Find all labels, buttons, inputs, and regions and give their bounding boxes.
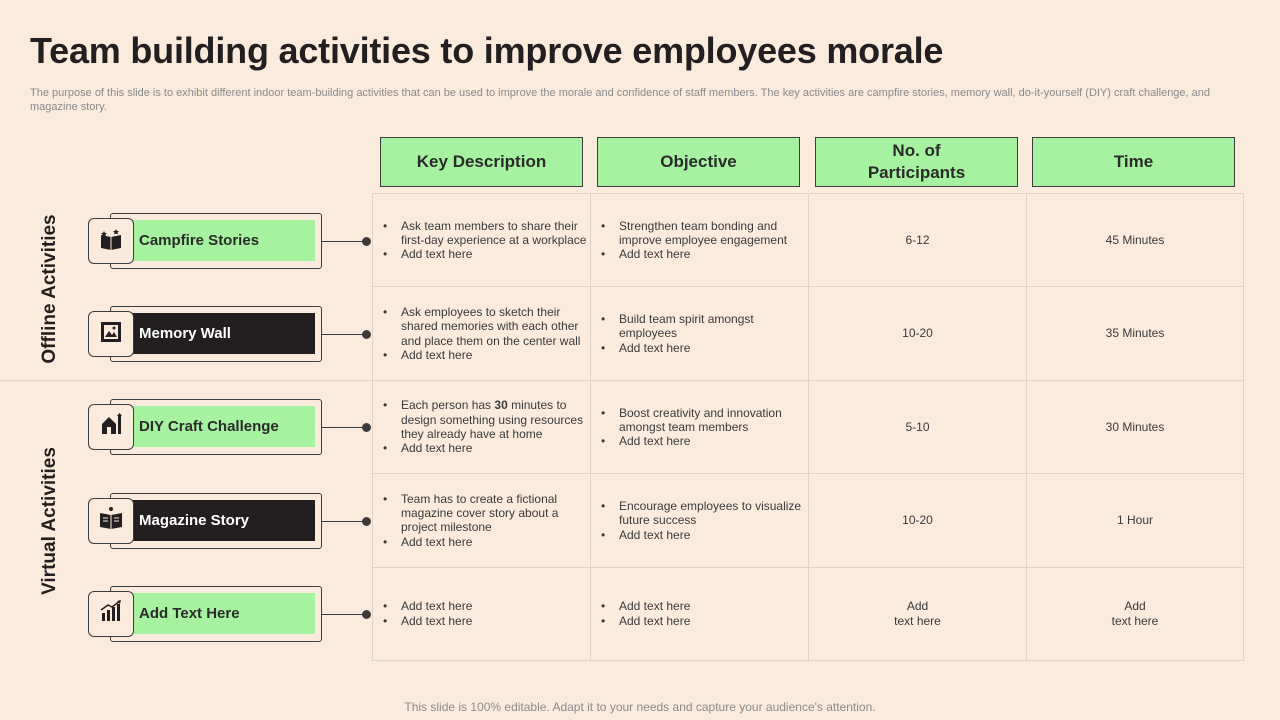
description-item: Add text here xyxy=(383,441,590,456)
description-item: Ask employees to sketch their shared mem… xyxy=(383,305,590,348)
description-cell: Each person has 30 minutes to design som… xyxy=(373,380,591,475)
description-item: Add text here xyxy=(383,535,590,550)
description-list: Ask team members to share their first-da… xyxy=(373,219,590,262)
participants-cell: 5-10 xyxy=(809,380,1027,475)
time-cell: 35 Minutes xyxy=(1027,287,1243,381)
activity-label: Magazine Story xyxy=(88,492,371,549)
objective-list: Strengthen team bonding and improve empl… xyxy=(591,219,808,262)
header-objective: Objective xyxy=(597,137,800,187)
objective-item: Boost creativity and innovation amongst … xyxy=(601,406,808,435)
time-cell: 30 Minutes xyxy=(1027,381,1243,475)
time-cell: 1 Hour xyxy=(1027,474,1243,568)
group-label-offline: Offline Activities xyxy=(39,214,60,364)
activity-name-bar: Add Text Here xyxy=(130,592,315,634)
objective-item: Strengthen team bonding and improve empl… xyxy=(601,219,808,248)
participants-cell: Add text here xyxy=(809,567,1027,661)
description-cell: Team has to create a fictional magazine … xyxy=(373,474,591,568)
activity-icon-box xyxy=(88,590,134,637)
connector-dot xyxy=(362,237,371,246)
activity-name: Magazine Story xyxy=(139,511,250,529)
description-list: Team has to create a fictional magazine … xyxy=(373,492,590,549)
activity-name-bar: Campfire Stories xyxy=(130,220,315,261)
objective-item: Add text here xyxy=(601,599,690,614)
activity-name: Campfire Stories xyxy=(139,232,260,249)
description-item: Each person has 30 minutes to design som… xyxy=(383,398,590,441)
activity-name-bar: Memory Wall xyxy=(130,313,315,355)
objective-cell: Encourage employees to visualize future … xyxy=(591,474,809,568)
activity-label: Add Text Here xyxy=(88,585,371,642)
connector-line xyxy=(322,520,366,522)
open-book-icon xyxy=(98,505,124,536)
objective-list: Boost creativity and innovation amongst … xyxy=(591,406,808,449)
objective-cell: Strengthen team bonding and improve empl… xyxy=(591,194,809,288)
activity-label: DIY Craft Challenge xyxy=(88,399,371,456)
group-label-virtual: Virtual Activities xyxy=(39,447,60,595)
connector-dot xyxy=(362,609,371,619)
book-stars-icon xyxy=(98,226,124,257)
activity-name: Add Text Here xyxy=(139,604,240,622)
description-item: Add text here xyxy=(383,348,590,363)
connector-line xyxy=(322,427,366,429)
participants-cell: 6-12 xyxy=(809,194,1027,288)
objective-item: Add text here xyxy=(601,247,808,262)
activity-icon-box xyxy=(88,311,134,358)
growth-chart-icon xyxy=(98,598,124,629)
connector-line xyxy=(322,241,366,242)
header-key-description: Key Description xyxy=(380,137,583,187)
description-cell: Ask employees to sketch their shared mem… xyxy=(373,287,591,381)
activity-name: DIY Craft Challenge xyxy=(139,418,279,436)
description-cell: Ask team members to share their first-da… xyxy=(373,194,591,288)
picture-frame-icon xyxy=(98,319,124,350)
connector-dot xyxy=(362,330,371,340)
craft-tools-icon xyxy=(98,412,124,443)
objective-item: Encourage employees to visualize future … xyxy=(601,499,808,528)
objective-list: Encourage employees to visualize future … xyxy=(591,499,808,542)
connector-line xyxy=(322,613,366,615)
description-list: Each person has 30 minutes to design som… xyxy=(373,398,590,455)
connector-line xyxy=(322,334,366,336)
objective-item: Add text here xyxy=(601,341,808,356)
page-subtitle: The purpose of this slide is to exhibit … xyxy=(30,87,1211,113)
activity-label: Memory Wall xyxy=(88,306,371,363)
activity-name-bar: Magazine Story xyxy=(130,499,315,541)
description-item: Team has to create a fictional magazine … xyxy=(383,492,590,535)
participants-cell: 10-20 xyxy=(809,287,1027,381)
page-title: Team building activities to improve empl… xyxy=(30,30,944,71)
header-participants: No. of Participants xyxy=(815,137,1018,187)
footer-note: This slide is 100% editable. Adapt it to… xyxy=(404,700,876,714)
description-item: Add text here xyxy=(383,247,590,262)
activity-icon-box xyxy=(88,218,134,264)
objective-item: Add text here xyxy=(601,614,690,629)
header-time: Time xyxy=(1032,137,1235,187)
connector-dot xyxy=(362,423,371,433)
description-item: Add text here xyxy=(383,614,472,629)
objective-cell: Boost creativity and innovation amongst … xyxy=(591,380,809,475)
activity-label: Campfire Stories xyxy=(88,213,371,269)
objective-cell: Build team spirit amongst employeesAdd t… xyxy=(591,287,809,381)
header-participants-line1: No. of xyxy=(892,141,941,160)
description-list: Ask employees to sketch their shared mem… xyxy=(373,305,590,362)
header-participants-line2: Participants xyxy=(867,163,966,182)
time-cell: 45 Minutes xyxy=(1027,194,1243,288)
activity-icon-box xyxy=(88,497,134,544)
objective-item: Add text here xyxy=(601,528,808,543)
activities-table: Ask team members to share their first-da… xyxy=(372,193,1244,661)
connector-dot xyxy=(362,516,371,526)
activity-name-bar: DIY Craft Challenge xyxy=(130,406,315,448)
objective-item: Add text here xyxy=(601,434,808,449)
participants-cell: 10-20 xyxy=(809,474,1027,568)
description-item: Ask team members to share their first-da… xyxy=(383,219,590,248)
activity-name: Memory Wall xyxy=(139,325,231,343)
activity-icon-box xyxy=(88,404,134,451)
objective-list: Build team spirit amongst employeesAdd t… xyxy=(591,312,808,355)
description-item: Add text here xyxy=(383,599,472,614)
group-divider xyxy=(0,380,372,381)
time-cell: Add text here xyxy=(1027,568,1243,661)
objective-item: Build team spirit amongst employees xyxy=(601,312,808,341)
